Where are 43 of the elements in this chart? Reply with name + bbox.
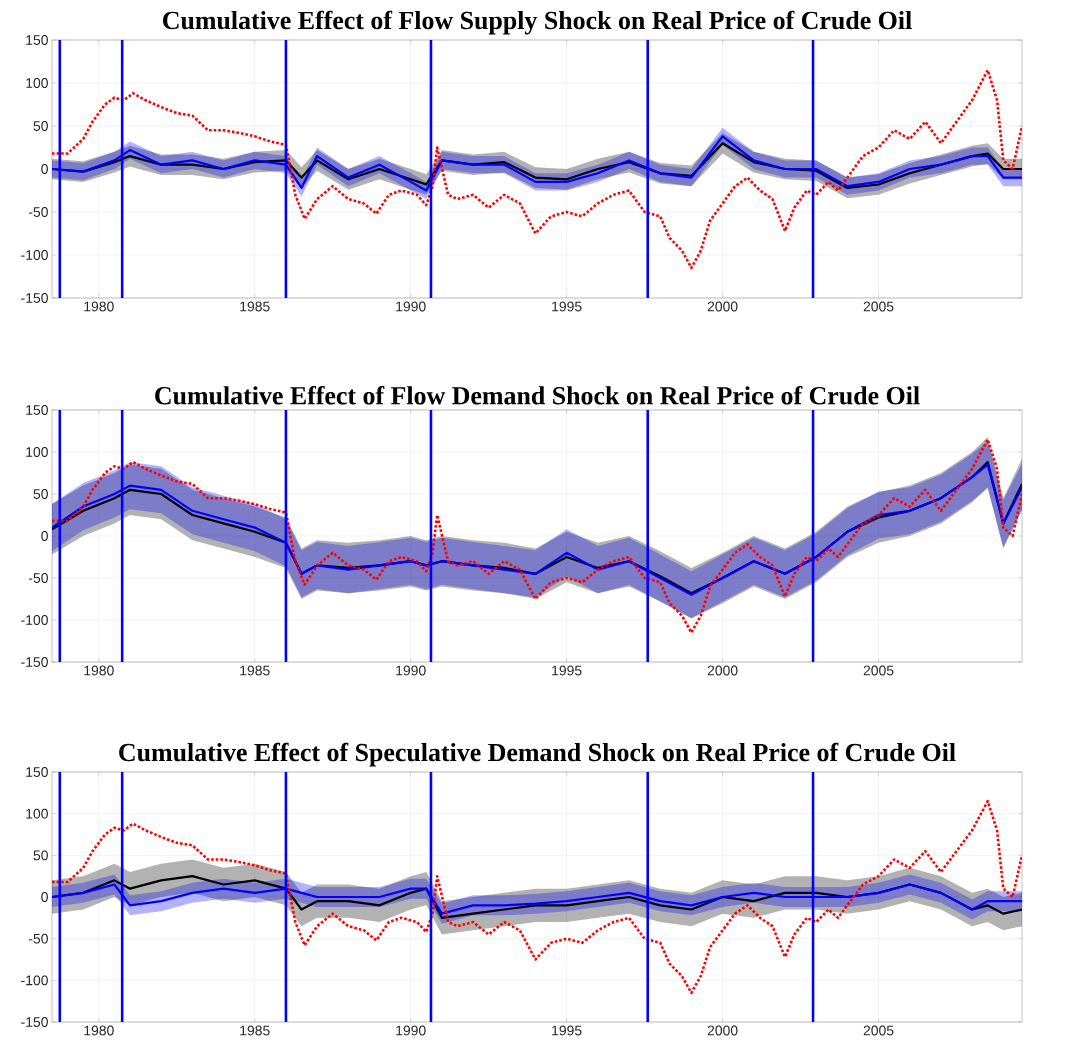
x-tick-label: 1995 [552,1025,582,1036]
y-tick-label: 0 [41,164,48,174]
y-tick-label: 100 [26,447,48,457]
chart-title: Cumulative Effect of Flow Demand Shock on Real Price of Crude Oil [155,385,920,405]
y-tick-label: -100 [21,250,48,260]
x-tick-label: 1985 [240,1025,270,1036]
x-tick-label: 1990 [396,665,426,676]
x-tick-label: 2000 [707,301,738,312]
y-tick-label: -150 [21,1017,48,1027]
y-tick-label: 50 [33,121,48,131]
y-tick-label: -150 [21,293,48,303]
chart-title: Cumulative Effect of Speculative Demand Shock on Real Price of Crude Oil [119,742,956,767]
y-tick-label: -150 [21,657,48,667]
y-tick-label: 50 [33,489,48,499]
y-tick-label: 100 [26,78,48,88]
x-tick-label: 1995 [552,301,582,312]
line-series [52,799,1023,995]
y-tick-label: 50 [33,850,48,861]
y-tick-label: 0 [41,892,48,902]
x-tick-label: 1995 [552,665,582,676]
x-tick-label: 1980 [84,301,114,312]
y-tick-label: -50 [28,933,48,944]
x-tick-label: 2000 [707,665,738,676]
y-tick-label: 150 [26,405,48,415]
x-tick-label: 2005 [863,301,894,312]
x-tick-label: 1980 [84,665,114,676]
y-tick-label: -50 [28,207,48,217]
y-tick-label: -50 [28,573,48,583]
x-tick-label: 1985 [240,301,270,312]
chart-title: Cumulative Effect of Flow Supply Shock on Real Price of Crude Oil [163,10,912,35]
y-tick-label: 100 [26,808,48,819]
x-tick-label: 1985 [240,665,270,676]
x-tick-label: 2005 [863,1025,894,1036]
x-tick-label: 1990 [396,1025,426,1036]
x-tick-label: 2000 [707,1025,738,1036]
y-tick-label: 0 [41,531,48,541]
x-tick-label: 1990 [396,301,426,312]
y-tick-label: -100 [21,615,48,625]
x-tick-label: 1980 [84,1025,114,1036]
x-tick-label: 2005 [863,665,894,676]
y-tick-label: 150 [26,767,48,777]
y-tick-label: -100 [21,975,48,986]
y-tick-label: 150 [26,35,48,45]
